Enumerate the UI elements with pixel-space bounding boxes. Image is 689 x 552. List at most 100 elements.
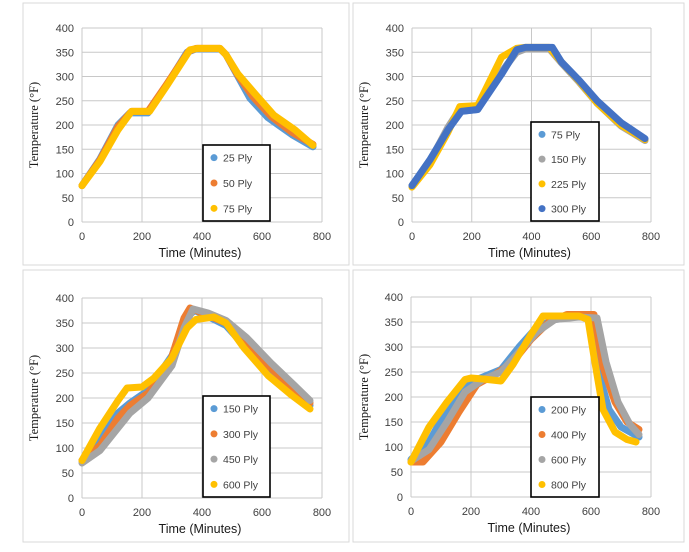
y-tick-label: 200 [56, 120, 74, 132]
x-axis-title: Time (Minutes) [159, 522, 242, 536]
y-tick-label: 250 [56, 368, 74, 380]
legend-marker [210, 405, 218, 413]
legend-marker [210, 455, 218, 463]
y-axis-title: Temperature (°F) [27, 355, 41, 441]
series-line-300-ply [408, 43, 649, 190]
y-tick-label: 250 [386, 96, 404, 108]
legend: 75 Ply 150 Ply 225 Ply 300 Ply [530, 121, 600, 222]
y-tick-label: 300 [56, 343, 74, 355]
y-axis-title: Temperature (°F) [27, 82, 41, 168]
legend-marker [538, 431, 546, 438]
y-tick-label: 150 [56, 418, 74, 430]
y-tick-label: 350 [56, 318, 74, 330]
x-tick-label: 200 [133, 507, 151, 519]
legend-label: 150 Ply [551, 154, 587, 166]
legend-marker [210, 204, 218, 212]
legend-marker [538, 180, 546, 188]
y-tick-label: 0 [397, 492, 403, 504]
x-tick-label: 0 [79, 231, 85, 243]
legend-label: 300 Ply [551, 204, 587, 216]
y-tick-label: 300 [56, 72, 74, 84]
x-axis-title: Time (Minutes) [488, 521, 571, 535]
x-tick-label: 800 [642, 506, 660, 518]
y-tick-label: 100 [56, 169, 74, 181]
legend-label: 25 Ply [223, 153, 253, 165]
chart-panel-2: 0 50 100 150 200 250 300 350 400 0 200 400 600 800 Tim… [352, 2, 685, 266]
series-line-75-ply [78, 44, 317, 190]
y-tick-label: 0 [398, 217, 404, 229]
y-tick-label: 200 [56, 393, 74, 405]
legend-label: 225 Ply [551, 179, 587, 191]
y-tick-label: 250 [385, 367, 403, 379]
legend-label: 300 Ply [223, 429, 259, 441]
y-tick-label: 50 [391, 467, 403, 479]
y-tick-label: 100 [56, 443, 74, 455]
x-axis-title: Time (Minutes) [488, 246, 571, 260]
legend-label: 600 Ply [223, 479, 259, 491]
x-tick-label: 800 [642, 231, 660, 243]
legend-box [530, 121, 600, 222]
y-tick-label: 400 [56, 293, 74, 305]
series-line-600-ply [78, 313, 314, 464]
legend-marker [538, 155, 546, 163]
y-tick-label: 0 [68, 217, 74, 229]
y-tick-label: 100 [385, 442, 403, 454]
y-tick-label: 50 [62, 468, 74, 480]
x-tick-label: 0 [79, 507, 85, 519]
legend-marker [538, 130, 546, 138]
y-tick-label: 0 [68, 493, 74, 505]
legend-label: 450 Ply [223, 454, 259, 466]
legend-marker [210, 154, 218, 162]
y-tick-label: 50 [62, 193, 74, 205]
legend-box [202, 395, 271, 498]
y-tick-label: 200 [385, 392, 403, 404]
legend-marker [210, 430, 218, 438]
y-tick-label: 100 [386, 169, 404, 181]
y-tick-label: 50 [392, 193, 404, 205]
y-axis-title: Temperature (°F) [357, 82, 371, 168]
x-tick-label: 0 [408, 506, 414, 518]
x-tick-label: 200 [133, 231, 151, 243]
y-tick-label: 200 [386, 120, 404, 132]
x-tick-label: 400 [522, 506, 540, 518]
x-tick-label: 600 [582, 231, 600, 243]
series-line-450-ply [78, 305, 314, 467]
legend-label: 800 Ply [551, 480, 587, 492]
legend-marker [210, 179, 218, 187]
y-tick-label: 400 [56, 23, 74, 35]
legend-label: 600 Ply [551, 455, 587, 467]
y-tick-label: 350 [56, 47, 74, 59]
legend-box [530, 396, 600, 498]
y-axis-title: Temperature (°F) [357, 354, 371, 440]
x-tick-label: 800 [313, 507, 331, 519]
series-line-800-ply [407, 312, 640, 466]
y-tick-label: 300 [385, 342, 403, 354]
legend: 200 Ply 400 Ply 600 Ply 800 Ply [530, 396, 600, 498]
legend: 25 Ply 50 Ply 75 Ply [202, 144, 271, 222]
y-tick-label: 350 [386, 47, 404, 59]
legend: 150 Ply 300 Ply 450 Ply 600 Ply [202, 395, 271, 498]
x-tick-label: 600 [253, 231, 271, 243]
legend-label: 150 Ply [223, 404, 259, 416]
y-tick-label: 350 [385, 317, 403, 329]
chart-panel-1: 0 50 100 150 200 250 300 350 400 0 200 400 600 800 Tim… [22, 2, 350, 266]
y-tick-label: 250 [56, 96, 74, 108]
x-tick-label: 400 [522, 231, 540, 243]
legend-marker [538, 205, 546, 213]
chart-panel-4: 0 50 100 150 200 250 300 350 400 0 200 400 600 800 Tim… [352, 269, 685, 543]
legend-marker [210, 480, 218, 488]
x-axis-title: Time (Minutes) [159, 246, 242, 260]
legend-label: 400 Ply [551, 430, 587, 442]
y-tick-label: 150 [386, 144, 404, 156]
legend-marker [538, 456, 546, 463]
x-tick-label: 0 [409, 231, 415, 243]
y-tick-label: 300 [386, 72, 404, 84]
legend-label: 50 Ply [223, 178, 253, 190]
legend-marker [538, 406, 546, 413]
legend-label: 200 Ply [551, 405, 587, 417]
x-tick-label: 600 [253, 507, 271, 519]
x-tick-label: 200 [462, 506, 480, 518]
series-line-300-ply [78, 304, 314, 464]
legend-label: 75 Ply [551, 129, 581, 141]
